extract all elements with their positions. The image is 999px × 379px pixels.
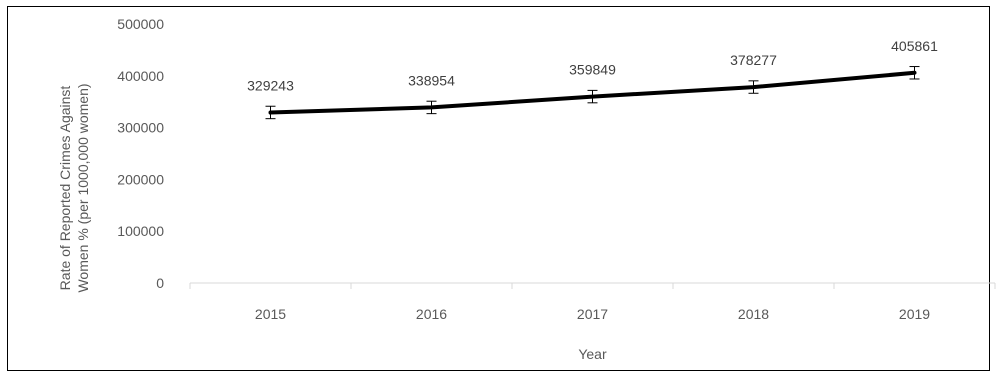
y-tick-label: 200000 — [117, 171, 164, 187]
x-tick-label: 2015 — [255, 306, 286, 322]
chart-frame — [7, 6, 990, 371]
y-tick-label: 100000 — [117, 223, 164, 239]
y-tick-label: 0 — [156, 275, 164, 291]
y-axis-title: Rate of Reported Crimes Against Women % … — [57, 83, 91, 292]
data-label: 405861 — [891, 38, 938, 54]
x-tick-label: 2017 — [577, 306, 608, 322]
y-axis-title-line-1: Rate of Reported Crimes Against — [57, 86, 73, 291]
x-tick-label: 2018 — [738, 306, 769, 322]
x-tick-label: 2016 — [416, 306, 447, 322]
error-bars — [265, 66, 920, 120]
data-label: 359849 — [569, 62, 616, 78]
x-axis-ticks: 2015 2016 2017 2018 2019 — [189, 283, 996, 322]
x-tick-label: 2019 — [899, 306, 930, 322]
data-label: 338954 — [408, 72, 455, 88]
data-labels: 329243 338954 359849 378277 405861 — [247, 38, 938, 94]
data-label: 329243 — [247, 77, 294, 93]
y-axis-ticks: 0 100000 200000 300000 400000 500000 — [117, 16, 164, 291]
y-axis-title-line-2: Women % (per 1000,000 women) — [75, 83, 91, 292]
y-tick-label: 300000 — [117, 120, 164, 136]
y-tick-label: 500000 — [117, 16, 164, 32]
y-tick-label: 400000 — [117, 68, 164, 84]
data-label: 378277 — [730, 52, 777, 68]
x-axis-title: Year — [578, 346, 607, 362]
